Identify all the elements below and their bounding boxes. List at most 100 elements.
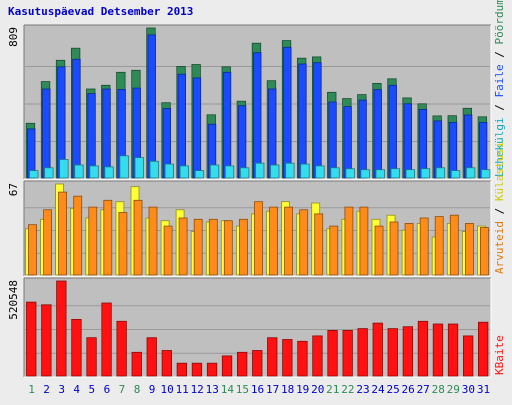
bar-bot-kbaite-day-2 bbox=[41, 304, 52, 377]
bar-mid-arvuteid-day-14 bbox=[223, 220, 233, 276]
x-label-day-5: 5 bbox=[88, 383, 95, 396]
x-label-day-10: 10 bbox=[160, 383, 173, 396]
bar-top-lehek-lgi-day-27 bbox=[420, 168, 431, 179]
bar-bot-kbaite-day-6 bbox=[101, 302, 112, 377]
bar-top-lehek-lgi-day-8 bbox=[134, 157, 144, 179]
bar-top-faile-day-5 bbox=[87, 93, 96, 179]
bar-top-faile-day-15 bbox=[237, 105, 247, 179]
legend-separator: / bbox=[493, 45, 506, 65]
x-label-day-20: 20 bbox=[311, 383, 324, 396]
bar-top-faile-day-14 bbox=[222, 71, 232, 179]
bar-top-faile-day-23 bbox=[358, 99, 367, 179]
bar-mid-arvuteid-day-25 bbox=[389, 221, 399, 276]
bar-top-lehek-lgi-day-6 bbox=[104, 166, 114, 179]
bar-bot-kbaite-day-27 bbox=[417, 320, 429, 377]
bar-bot-kbaite-day-9 bbox=[146, 337, 157, 377]
y-max-label-mid: 67 bbox=[7, 183, 20, 196]
x-label-day-30: 30 bbox=[462, 383, 475, 396]
x-label-day-15: 15 bbox=[236, 383, 249, 396]
bar-top-lehek-lgi-day-22 bbox=[345, 168, 355, 179]
x-label-day-25: 25 bbox=[386, 383, 399, 396]
bar-bot-kbaite-day-25 bbox=[387, 328, 398, 377]
bar-top-lehek-lgi-day-23 bbox=[360, 169, 370, 179]
x-label-day-26: 26 bbox=[401, 383, 414, 396]
bar-mid-arvuteid-day-2 bbox=[43, 209, 52, 276]
bar-bot-kbaite-day-30 bbox=[462, 335, 474, 377]
bar-top-faile-day-9 bbox=[147, 34, 156, 179]
x-label-day-21: 21 bbox=[326, 383, 339, 396]
bar-bot-kbaite-day-5 bbox=[86, 337, 97, 377]
bar-mid-arvuteid-day-24 bbox=[374, 225, 384, 276]
chart-title: Kasutuspäevad Detsember 2013 bbox=[8, 5, 193, 18]
bar-bot-kbaite-day-15 bbox=[236, 351, 248, 377]
bar-top-lehek-lgi-day-15 bbox=[239, 167, 250, 179]
bar-top-faile-day-27 bbox=[418, 109, 428, 179]
bar-bot-kbaite-day-16 bbox=[252, 350, 263, 377]
bar-bot-kbaite-day-18 bbox=[282, 339, 293, 377]
legend-item-arvuteid: Arvuteid bbox=[493, 221, 506, 274]
bar-bot-kbaite-day-23 bbox=[357, 328, 368, 377]
bar-top-faile-day-2 bbox=[42, 88, 51, 179]
bar-top-lehek-lgi-day-18 bbox=[285, 162, 295, 179]
bar-mid-arvuteid-day-15 bbox=[238, 218, 248, 276]
bar-top-lehek-lgi-day-21 bbox=[330, 167, 340, 179]
bar-mid-arvuteid-day-4 bbox=[73, 195, 83, 276]
bar-top-lehek-lgi-day-30 bbox=[465, 167, 476, 179]
legend-bot: KBaite bbox=[493, 335, 506, 375]
x-label-day-16: 16 bbox=[251, 383, 264, 396]
x-label-day-14: 14 bbox=[221, 383, 235, 396]
x-label-day-9: 9 bbox=[149, 383, 156, 396]
x-label-day-29: 29 bbox=[447, 383, 460, 396]
x-label-day-18: 18 bbox=[281, 383, 294, 396]
bar-top-faile-day-18 bbox=[283, 46, 292, 179]
bar-top-faile-day-22 bbox=[343, 106, 352, 179]
bar-mid-arvuteid-day-29 bbox=[449, 214, 459, 276]
panel-bot: 520548 KBaite bbox=[7, 277, 506, 378]
bar-mid-arvuteid-day-19 bbox=[299, 209, 309, 276]
bar-mid-arvuteid-day-16 bbox=[254, 201, 263, 276]
bar-bot-kbaite-day-13 bbox=[206, 362, 218, 377]
bar-mid-arvuteid-day-8 bbox=[133, 199, 143, 276]
bar-bot-kbaite-day-19 bbox=[297, 340, 308, 377]
x-label-day-31: 31 bbox=[477, 383, 490, 396]
x-label-day-27: 27 bbox=[417, 383, 430, 396]
bar-top-lehek-lgi-day-28 bbox=[435, 167, 446, 179]
legend-top: Lehekülgi / Faile / Pöördumisi bbox=[493, 0, 506, 177]
bar-top-faile-day-25 bbox=[388, 84, 397, 179]
bar-mid-arvuteid-day-31 bbox=[479, 227, 489, 276]
panel-top: 809 Lehekülgi / Faile / Pöördumisi bbox=[7, 0, 506, 180]
bar-bot-kbaite-day-24 bbox=[372, 322, 383, 377]
bar-bot-kbaite-day-12 bbox=[191, 362, 203, 377]
x-label-day-28: 28 bbox=[432, 383, 445, 396]
bar-top-faile-day-4 bbox=[72, 58, 81, 179]
x-label-day-2: 2 bbox=[43, 383, 50, 396]
bar-mid-arvuteid-day-21 bbox=[329, 225, 339, 276]
bar-mid-arvuteid-day-5 bbox=[88, 206, 98, 276]
x-label-day-7: 7 bbox=[119, 383, 126, 396]
bar-bot-kbaite-day-7 bbox=[116, 320, 127, 377]
bar-top-lehek-lgi-day-5 bbox=[89, 165, 99, 179]
legend-item-p-rdumisi: Pöördumisi bbox=[493, 0, 506, 45]
x-label-day-12: 12 bbox=[191, 383, 204, 396]
bar-mid-arvuteid-day-3 bbox=[58, 191, 67, 276]
bar-mid-arvuteid-day-30 bbox=[464, 222, 474, 276]
bar-top-lehek-lgi-day-31 bbox=[480, 169, 491, 179]
bar-top-faile-day-20 bbox=[313, 62, 322, 179]
bar-mid-arvuteid-day-13 bbox=[208, 218, 218, 276]
bar-top-faile-day-21 bbox=[328, 101, 337, 179]
legend-item-kbaite: KBaite bbox=[493, 335, 506, 375]
bar-mid-arvuteid-day-11 bbox=[178, 217, 188, 276]
bar-top-faile-day-6 bbox=[102, 88, 111, 179]
bar-top-faile-day-16 bbox=[253, 52, 262, 179]
x-label-day-11: 11 bbox=[176, 383, 189, 396]
bar-top-lehek-lgi-day-10 bbox=[164, 163, 175, 179]
bar-bot-kbaite-day-8 bbox=[131, 351, 142, 377]
bar-mid-arvuteid-day-22 bbox=[344, 206, 354, 276]
legend-item-lehek-lgi: Lehekülgi bbox=[493, 117, 506, 177]
legend-mid: Arvuteid / Külastusi bbox=[493, 142, 506, 274]
legend-separator: / bbox=[493, 201, 506, 221]
bar-bot-kbaite-day-28 bbox=[432, 323, 444, 377]
bar-bot-kbaite-day-31 bbox=[477, 321, 489, 377]
bar-mid-arvuteid-day-20 bbox=[314, 213, 324, 276]
